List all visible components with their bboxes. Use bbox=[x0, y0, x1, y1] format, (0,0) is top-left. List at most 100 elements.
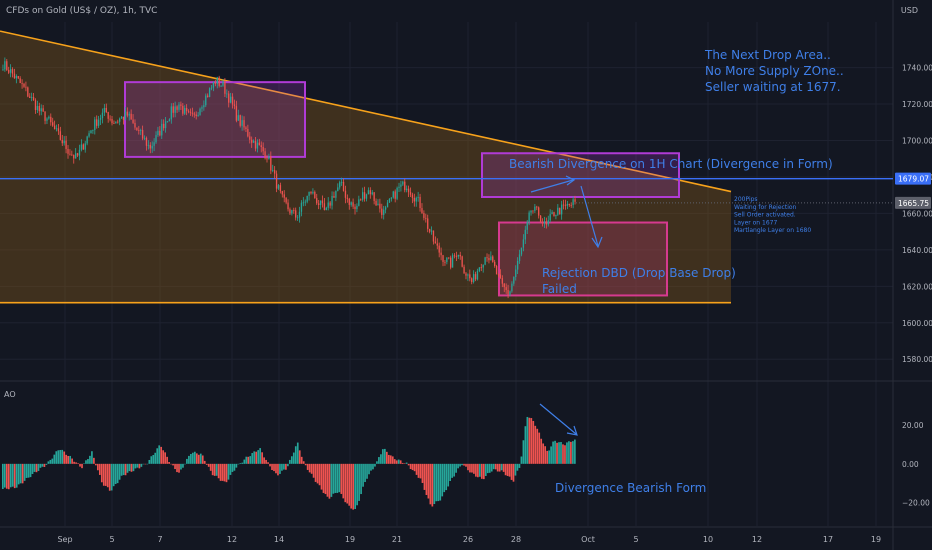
ao-bar[interactable] bbox=[116, 463, 119, 484]
candle[interactable] bbox=[492, 256, 494, 262]
ao-bar[interactable] bbox=[500, 463, 503, 471]
ao-bar[interactable] bbox=[205, 463, 208, 465]
candle[interactable] bbox=[205, 95, 207, 106]
candle[interactable] bbox=[490, 256, 492, 261]
ao-bar[interactable] bbox=[172, 463, 174, 466]
candle[interactable] bbox=[8, 70, 10, 73]
ao-bar[interactable] bbox=[126, 463, 129, 473]
candle[interactable] bbox=[331, 195, 333, 206]
ao-bar[interactable] bbox=[350, 463, 353, 509]
candle[interactable] bbox=[337, 187, 339, 191]
ao-bar[interactable] bbox=[498, 463, 501, 472]
ao-bar[interactable] bbox=[21, 463, 24, 484]
ao-bar[interactable] bbox=[97, 463, 99, 471]
ao-bar[interactable] bbox=[124, 463, 127, 476]
ao-bar[interactable] bbox=[542, 443, 545, 464]
candle[interactable] bbox=[467, 274, 469, 276]
candle[interactable] bbox=[562, 204, 565, 206]
candle[interactable] bbox=[120, 116, 123, 119]
candle[interactable] bbox=[29, 96, 31, 98]
ao-bar[interactable] bbox=[160, 446, 163, 464]
ao-bar[interactable] bbox=[304, 463, 307, 466]
candle[interactable] bbox=[319, 200, 322, 206]
ao-bar[interactable] bbox=[98, 463, 101, 475]
ao-bar[interactable] bbox=[91, 451, 93, 464]
ao-bar[interactable] bbox=[154, 452, 157, 464]
candle[interactable] bbox=[138, 130, 140, 131]
candle[interactable] bbox=[314, 191, 316, 199]
ao-bar[interactable] bbox=[182, 463, 184, 468]
candle[interactable] bbox=[557, 207, 559, 215]
candle[interactable] bbox=[381, 208, 383, 215]
candle[interactable] bbox=[182, 105, 184, 114]
candle[interactable] bbox=[325, 207, 327, 211]
candle[interactable] bbox=[189, 111, 192, 113]
candle[interactable] bbox=[50, 116, 52, 123]
candle[interactable] bbox=[293, 210, 295, 211]
ao-bar[interactable] bbox=[425, 463, 428, 495]
ao-bar[interactable] bbox=[378, 457, 380, 464]
ao-bar[interactable] bbox=[138, 463, 141, 469]
ao-bar[interactable] bbox=[552, 441, 554, 464]
ao-bar[interactable] bbox=[253, 451, 256, 464]
candle[interactable] bbox=[218, 77, 220, 86]
ao-bar[interactable] bbox=[110, 463, 113, 491]
candle[interactable] bbox=[287, 202, 289, 210]
candle[interactable] bbox=[375, 200, 377, 206]
ao-bar[interactable] bbox=[437, 463, 440, 502]
ao-bar[interactable] bbox=[118, 463, 121, 480]
candle[interactable] bbox=[306, 195, 308, 202]
candle[interactable] bbox=[30, 97, 33, 98]
ao-bar[interactable] bbox=[53, 454, 56, 464]
candle[interactable] bbox=[448, 257, 450, 259]
candle[interactable] bbox=[254, 141, 257, 149]
candle[interactable] bbox=[442, 255, 444, 262]
ao-bar[interactable] bbox=[423, 463, 426, 490]
candle[interactable] bbox=[541, 222, 544, 224]
candle[interactable] bbox=[482, 264, 484, 268]
candle[interactable] bbox=[161, 123, 163, 136]
ao-bar[interactable] bbox=[188, 455, 190, 464]
ao-bar[interactable] bbox=[524, 426, 527, 464]
ao-bar[interactable] bbox=[265, 459, 267, 464]
candle[interactable] bbox=[27, 87, 29, 97]
ao-bar[interactable] bbox=[279, 463, 281, 474]
ao-bar[interactable] bbox=[281, 463, 283, 471]
candle[interactable] bbox=[48, 116, 50, 119]
ao-bar[interactable] bbox=[429, 463, 432, 505]
ao-bar[interactable] bbox=[136, 463, 139, 468]
candle[interactable] bbox=[432, 230, 435, 242]
candle[interactable] bbox=[199, 108, 201, 116]
candle[interactable] bbox=[249, 136, 251, 140]
ao-bar[interactable] bbox=[449, 463, 452, 481]
ao-bar[interactable] bbox=[122, 463, 125, 476]
ao-bar[interactable] bbox=[427, 463, 430, 499]
ao-bar[interactable] bbox=[261, 452, 263, 464]
ao-bar[interactable] bbox=[217, 463, 220, 479]
candle[interactable] bbox=[193, 113, 195, 115]
ao-bar[interactable] bbox=[504, 463, 507, 476]
ao-bar[interactable] bbox=[251, 453, 254, 464]
ao-bar[interactable] bbox=[382, 449, 384, 464]
candle[interactable] bbox=[214, 82, 217, 84]
ao-bar[interactable] bbox=[486, 463, 489, 474]
ao-bar[interactable] bbox=[384, 448, 386, 464]
candle[interactable] bbox=[245, 127, 247, 130]
ao-bar[interactable] bbox=[142, 463, 145, 465]
ao-bar[interactable] bbox=[445, 463, 448, 491]
candle[interactable] bbox=[19, 78, 21, 84]
ao-bar[interactable] bbox=[128, 463, 131, 472]
ao-bar[interactable] bbox=[77, 463, 79, 464]
candle[interactable] bbox=[4, 61, 6, 70]
candle[interactable] bbox=[392, 191, 394, 198]
candle[interactable] bbox=[53, 125, 56, 130]
candle[interactable] bbox=[224, 81, 226, 94]
ao-bar[interactable] bbox=[502, 463, 505, 472]
candle[interactable] bbox=[316, 198, 318, 204]
ao-bar[interactable] bbox=[156, 448, 159, 464]
candle[interactable] bbox=[145, 137, 148, 146]
ao-bar[interactable] bbox=[148, 459, 151, 464]
candle[interactable] bbox=[459, 254, 461, 257]
ao-bar[interactable] bbox=[554, 440, 556, 464]
ao-bar[interactable] bbox=[471, 463, 473, 473]
